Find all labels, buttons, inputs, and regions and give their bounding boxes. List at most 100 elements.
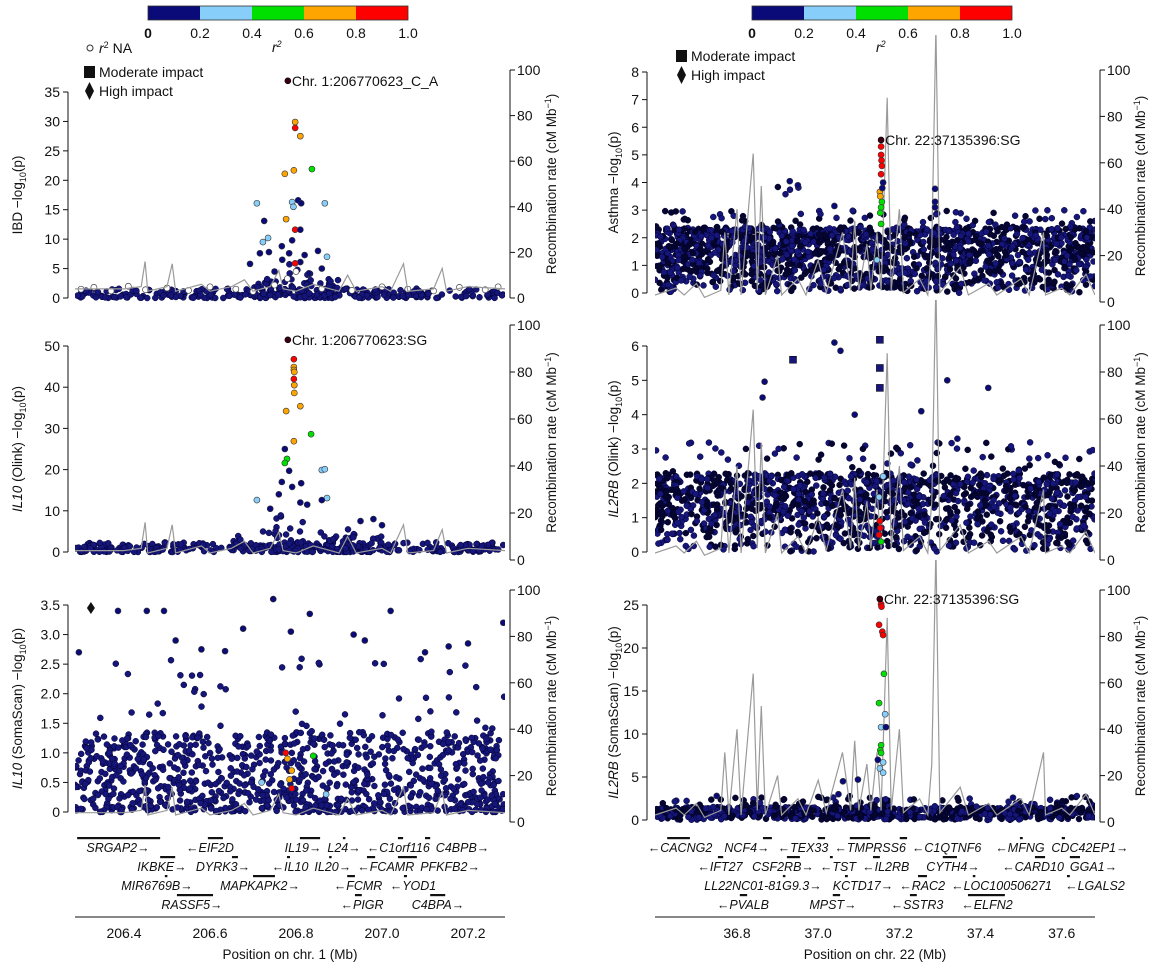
snp-point-r2-na (232, 285, 240, 293)
snp-point (216, 745, 223, 753)
snp-point (153, 741, 161, 749)
snp-point (290, 368, 298, 376)
snp-point (831, 202, 838, 210)
colorbar-tick-label: 0.6 (898, 25, 918, 41)
snp-point (977, 502, 984, 509)
snp-point (747, 513, 755, 521)
snp-point (1002, 482, 1010, 490)
snp-point (411, 745, 419, 753)
snp-point (1067, 505, 1075, 512)
snp-point (812, 474, 819, 482)
snp-point (375, 792, 382, 799)
snp-point (439, 751, 447, 759)
snp-point (172, 637, 179, 644)
snp-point (674, 264, 681, 272)
snp-point (278, 256, 286, 264)
snp-point (751, 262, 758, 270)
snp-point (778, 232, 786, 240)
snp-point (399, 292, 406, 300)
snp-point (111, 293, 118, 301)
snp-point (419, 765, 426, 772)
snp-point (1014, 251, 1022, 259)
legend-high-impact: High impact (99, 83, 173, 99)
snp-point (987, 531, 995, 538)
snp-point (681, 244, 688, 252)
snp-point (290, 381, 298, 389)
y-tick-label: 4 (631, 175, 639, 191)
snp-point (1048, 225, 1055, 233)
snp-point (1077, 502, 1085, 509)
y-tick-label: 5 (631, 147, 639, 163)
snp-point (703, 502, 711, 510)
snp-point (997, 476, 1004, 484)
snp-point (269, 595, 277, 603)
snp-point (134, 755, 142, 763)
snp-point (499, 790, 505, 798)
snp-point (909, 515, 916, 522)
snp-point (954, 236, 961, 244)
snp-point (1016, 258, 1023, 266)
snp-point (690, 532, 698, 539)
snp-point (160, 746, 167, 754)
y-tick-label: 2.0 (41, 686, 61, 702)
snp-point (451, 805, 458, 813)
plot-area (75, 118, 505, 302)
snp-point (116, 795, 123, 802)
snp-point (199, 738, 207, 746)
snp-point (303, 787, 310, 794)
snp-point (1050, 480, 1057, 487)
colorbar-tick-label: 0.6 (294, 25, 314, 41)
snp-point (120, 778, 127, 785)
snp-point (227, 772, 235, 779)
snp-point (196, 671, 204, 679)
y-tick-label: 3.5 (41, 597, 61, 613)
snp-point (798, 471, 806, 478)
lead-variant-point (284, 336, 292, 344)
snp-point (945, 254, 953, 262)
snp-point (952, 257, 960, 265)
snp-point (343, 759, 350, 766)
snp-point (472, 683, 480, 691)
snp-point (677, 535, 684, 543)
snp-point (1048, 495, 1056, 502)
snp-point (266, 505, 274, 513)
snp-point (733, 526, 741, 533)
snp-point (290, 355, 298, 363)
snp-point (117, 293, 124, 300)
snp-point (963, 519, 970, 527)
recombination-tick-label: 40 (517, 721, 533, 737)
snp-point (123, 751, 131, 758)
y-tick-label: 0 (631, 285, 639, 301)
snp-point (217, 722, 224, 730)
y-tick-label: 30 (44, 420, 60, 436)
snp-point (92, 730, 100, 737)
snp-point (297, 729, 305, 737)
snp-point (271, 268, 278, 275)
snp-point (355, 764, 362, 771)
snp-point (377, 533, 385, 540)
snp-point (966, 260, 973, 267)
lead-variant-point (877, 136, 885, 144)
snp-point (249, 765, 256, 773)
snp-point (459, 750, 467, 758)
snp-point (385, 541, 392, 548)
snp-point (464, 640, 472, 647)
y-tick-label: 40 (44, 379, 60, 395)
snp-point (1045, 269, 1053, 276)
snp-point (433, 294, 440, 302)
legend-moderate-impact: Moderate impact (691, 48, 795, 64)
snp-point (376, 544, 383, 551)
y-tick-label: 0.5 (41, 774, 61, 790)
snp-point (281, 459, 289, 467)
snp-point (1011, 546, 1019, 553)
snp-point (956, 244, 964, 252)
snp-point (237, 536, 244, 543)
snp-point (773, 281, 780, 288)
snp-point (387, 780, 395, 787)
recombination-tick-label: 0 (517, 814, 525, 830)
y-tick-label: 6 (631, 119, 639, 135)
snp-point (361, 780, 368, 788)
snp-point (469, 765, 476, 773)
snp-point (323, 253, 331, 261)
